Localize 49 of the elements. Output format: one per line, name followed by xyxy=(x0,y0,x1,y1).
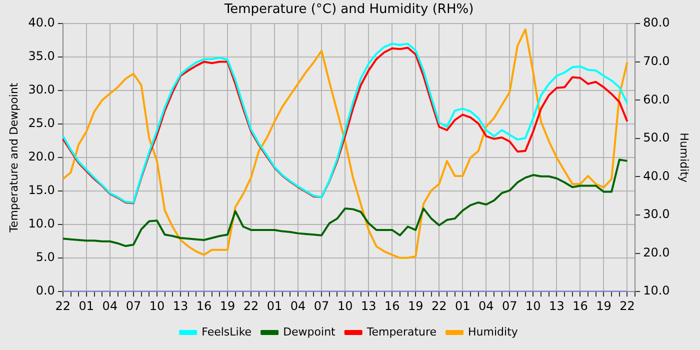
x-tick-label: 13 xyxy=(549,298,564,313)
y-tick-label: 5.0 xyxy=(36,250,55,264)
y2-tick-label: 70.0 xyxy=(643,54,670,68)
legend-label: Dewpoint xyxy=(283,325,336,338)
x-tick-label: 01 xyxy=(455,298,470,313)
y-tick-label: 15.0 xyxy=(28,183,55,198)
y-tick-label: 10.0 xyxy=(28,216,55,231)
x-tick-label: 13 xyxy=(360,298,376,313)
y-tick-label: 35.0 xyxy=(28,49,55,64)
x-tick-label: 16 xyxy=(572,298,588,313)
y-tick-label: 40.0 xyxy=(28,16,55,30)
x-tick-label: 19 xyxy=(220,298,236,313)
y2-tick-label: 20.0 xyxy=(643,245,670,260)
legend-label: FeelsLike xyxy=(202,325,252,338)
x-tick-label: 07 xyxy=(126,298,142,313)
x-tick-label: 22 xyxy=(55,298,71,313)
y-tick-label: 0.0 xyxy=(36,284,55,298)
x-tick-label: 19 xyxy=(408,298,424,313)
y2-tick-label: 50.0 xyxy=(643,130,670,145)
x-tick-label: 22 xyxy=(431,298,447,313)
y2-tick-label: 80.0 xyxy=(643,16,670,30)
y2-tick-label: 60.0 xyxy=(643,92,670,106)
legend-label: Humidity xyxy=(468,325,518,338)
y-tick-label: 30.0 xyxy=(28,82,55,97)
x-tick-label: 19 xyxy=(596,298,612,313)
y2-tick-label: 10.0 xyxy=(643,284,670,298)
x-tick-label: 13 xyxy=(172,298,188,313)
x-tick-label: 01 xyxy=(78,298,94,313)
x-tick-label: 07 xyxy=(314,298,330,313)
chart-title: Temperature (°C) and Humidity (RH%) xyxy=(223,2,474,18)
x-tick-label: 16 xyxy=(196,298,212,313)
x-tick-label: 10 xyxy=(149,298,165,313)
x-tick-label: 22 xyxy=(620,298,635,313)
x-tick-label: 10 xyxy=(337,298,353,313)
legend-label: Temperature xyxy=(366,325,437,338)
y-tick-label: 20.0 xyxy=(28,150,55,164)
x-tick-label: 04 xyxy=(102,298,118,313)
y2-tick-label: 40.0 xyxy=(643,168,670,183)
x-tick-label: 07 xyxy=(502,298,518,313)
x-tick-label: 01 xyxy=(266,298,282,313)
x-tick-label: 22 xyxy=(243,298,259,313)
y-axis-title: Temperature and Dewpoint xyxy=(7,82,20,234)
x-tick-label: 10 xyxy=(526,298,541,313)
y2-tick-label: 30.0 xyxy=(643,207,670,222)
y-tick-label: 25.0 xyxy=(28,116,55,130)
y2-axis-title: Humidity xyxy=(678,132,691,184)
x-tick-label: 04 xyxy=(478,298,494,313)
x-tick-label: 04 xyxy=(290,298,306,313)
x-tick-label: 16 xyxy=(384,298,400,313)
